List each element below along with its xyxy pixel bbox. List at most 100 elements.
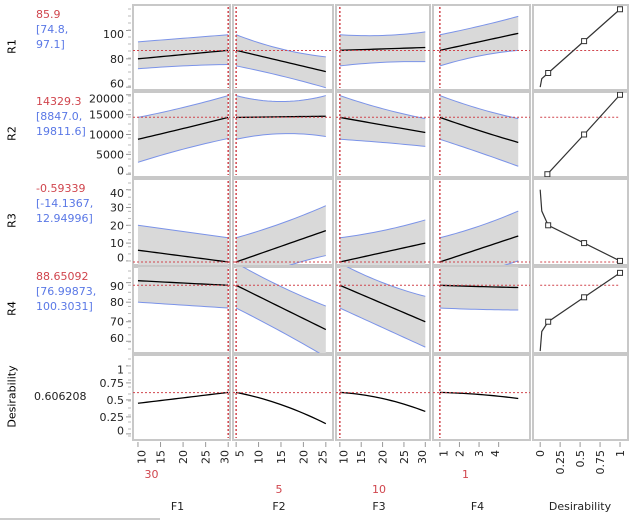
desirability-handle bbox=[545, 70, 552, 76]
panel-frame-r3-c4 bbox=[532, 266, 629, 354]
prediction-line bbox=[439, 391, 519, 400]
predicted-value: 85.9 bbox=[36, 8, 61, 21]
factor-name: F3 bbox=[372, 500, 385, 513]
profile-R2-vs-F1 bbox=[133, 95, 230, 163]
panel-frame-r4-c3 bbox=[432, 354, 531, 441]
y-tick-label: 20000 bbox=[89, 92, 124, 105]
lower-bound-line bbox=[137, 64, 229, 70]
ci-upper: 100.3031] bbox=[36, 300, 93, 313]
profile-R4-vs-F3 bbox=[336, 267, 430, 348]
desirability-curve bbox=[539, 272, 621, 352]
lower-bound-line bbox=[288, 255, 326, 265]
confidence-band bbox=[339, 219, 426, 265]
profile-R3-vs-F2 bbox=[233, 205, 333, 265]
panel-frame-r0-c2 bbox=[335, 4, 431, 91]
prediction-line bbox=[439, 284, 519, 289]
ci-upper: 97.1] bbox=[36, 38, 65, 51]
prediction-line bbox=[339, 46, 426, 51]
x-tick-label: 3 bbox=[473, 450, 486, 457]
confidence-band bbox=[339, 95, 426, 147]
upper-bound-line bbox=[137, 224, 229, 239]
ci-upper: 12.94996] bbox=[36, 212, 93, 225]
y-tick-label: 70 bbox=[110, 316, 124, 329]
profile-R3-vs-F4 bbox=[433, 210, 530, 265]
y-tick-label: 0 bbox=[117, 165, 124, 178]
upper-bound-line bbox=[236, 95, 326, 103]
x-tick-label: 30 bbox=[416, 450, 429, 464]
upper-bound-line bbox=[339, 31, 426, 37]
x-tick-label: 0.25 bbox=[554, 450, 567, 475]
y-tick-label: 100 bbox=[103, 28, 124, 41]
confidence-band bbox=[137, 225, 229, 265]
panel-frame-r1-c3 bbox=[432, 91, 531, 178]
profile-R1-vs-F3 bbox=[336, 31, 430, 67]
confidence-band bbox=[137, 34, 229, 69]
x-tick-label: 0.75 bbox=[594, 450, 607, 475]
desirability-axis-name: Desirability bbox=[549, 500, 612, 513]
x-tick-label: 10 bbox=[135, 450, 148, 464]
desirability-handle bbox=[617, 257, 624, 264]
desirability-handle bbox=[581, 131, 588, 138]
upper-bound-line bbox=[137, 95, 229, 118]
prediction-line bbox=[236, 115, 326, 119]
x-tick-label: 4 bbox=[489, 450, 502, 457]
prediction-line bbox=[235, 49, 326, 73]
profile-R3-vs-F3 bbox=[336, 219, 430, 265]
current-factor-value: 10 bbox=[372, 483, 386, 496]
current-factor-value: 1 bbox=[462, 468, 469, 481]
prediction-line bbox=[235, 230, 327, 263]
prediction-line bbox=[137, 49, 229, 60]
x-tick-label: 0.5 bbox=[574, 450, 587, 468]
lower-bound-line bbox=[236, 65, 326, 89]
profile-R2-vs-F4 bbox=[433, 95, 530, 167]
lower-bound-line bbox=[235, 307, 321, 353]
profile-Desirability-vs-F4 bbox=[433, 391, 530, 400]
profile-R2-vs-F2 bbox=[233, 95, 333, 140]
desirability-function-R4 bbox=[539, 269, 624, 352]
ci-lower: [76.99873, bbox=[36, 285, 97, 298]
y-tick-label: 0.25 bbox=[100, 411, 125, 424]
confidence-band bbox=[236, 205, 326, 265]
x-tick-label: 20 bbox=[377, 450, 390, 464]
panel-frame-r0-c1 bbox=[232, 4, 334, 91]
predicted-value: 14329.3 bbox=[36, 95, 82, 108]
lower-bound-line bbox=[137, 137, 229, 163]
desirability-handle bbox=[581, 240, 588, 247]
x-tick-label: 25 bbox=[200, 450, 213, 464]
lower-bound-line bbox=[137, 301, 229, 309]
panel-frame-r1-c4 bbox=[532, 91, 629, 178]
x-tick-label: 20 bbox=[177, 450, 190, 464]
upper-bound-line bbox=[439, 95, 519, 120]
x-tick-label: 1 bbox=[437, 450, 450, 457]
ci-lower: [8847.0, bbox=[36, 110, 83, 123]
confidence-band bbox=[439, 16, 519, 66]
y-tick-label: 10000 bbox=[89, 129, 124, 142]
x-tick-label: 15 bbox=[155, 450, 168, 464]
prediction-line bbox=[339, 116, 426, 134]
panel-frame-r3-c2 bbox=[335, 266, 431, 354]
panel-frame-r3-c1 bbox=[232, 266, 334, 354]
x-tick-label: 0 bbox=[534, 450, 547, 457]
profile-Desirability-vs-F2 bbox=[233, 391, 333, 425]
upper-bound-line bbox=[339, 95, 426, 120]
profile-R1-vs-F2 bbox=[233, 34, 333, 89]
x-tick-label: 10 bbox=[337, 450, 350, 464]
y-tick-label: 10 bbox=[110, 237, 124, 250]
lower-bound-line bbox=[339, 61, 426, 67]
desirability-handle bbox=[581, 294, 588, 301]
profile-Desirability-vs-F3 bbox=[336, 391, 430, 413]
factor-name: F2 bbox=[272, 500, 285, 513]
ci-lower: [-14.1367, bbox=[36, 197, 94, 210]
desirability-handle bbox=[617, 269, 624, 276]
panel-frame-r1-c0 bbox=[132, 91, 231, 178]
desirability-handle bbox=[617, 6, 624, 13]
desirability-handle bbox=[545, 222, 552, 229]
desirability-handle bbox=[545, 318, 552, 325]
confidence-band bbox=[439, 267, 519, 310]
confidence-band bbox=[439, 211, 519, 265]
y-tick-label: 40 bbox=[110, 187, 124, 200]
predicted-value: 88.65092 bbox=[36, 270, 89, 283]
desirability-function-R2 bbox=[540, 92, 624, 177]
predicted-value: -0.59339 bbox=[36, 182, 86, 195]
y-tick-label: 20 bbox=[110, 219, 124, 232]
